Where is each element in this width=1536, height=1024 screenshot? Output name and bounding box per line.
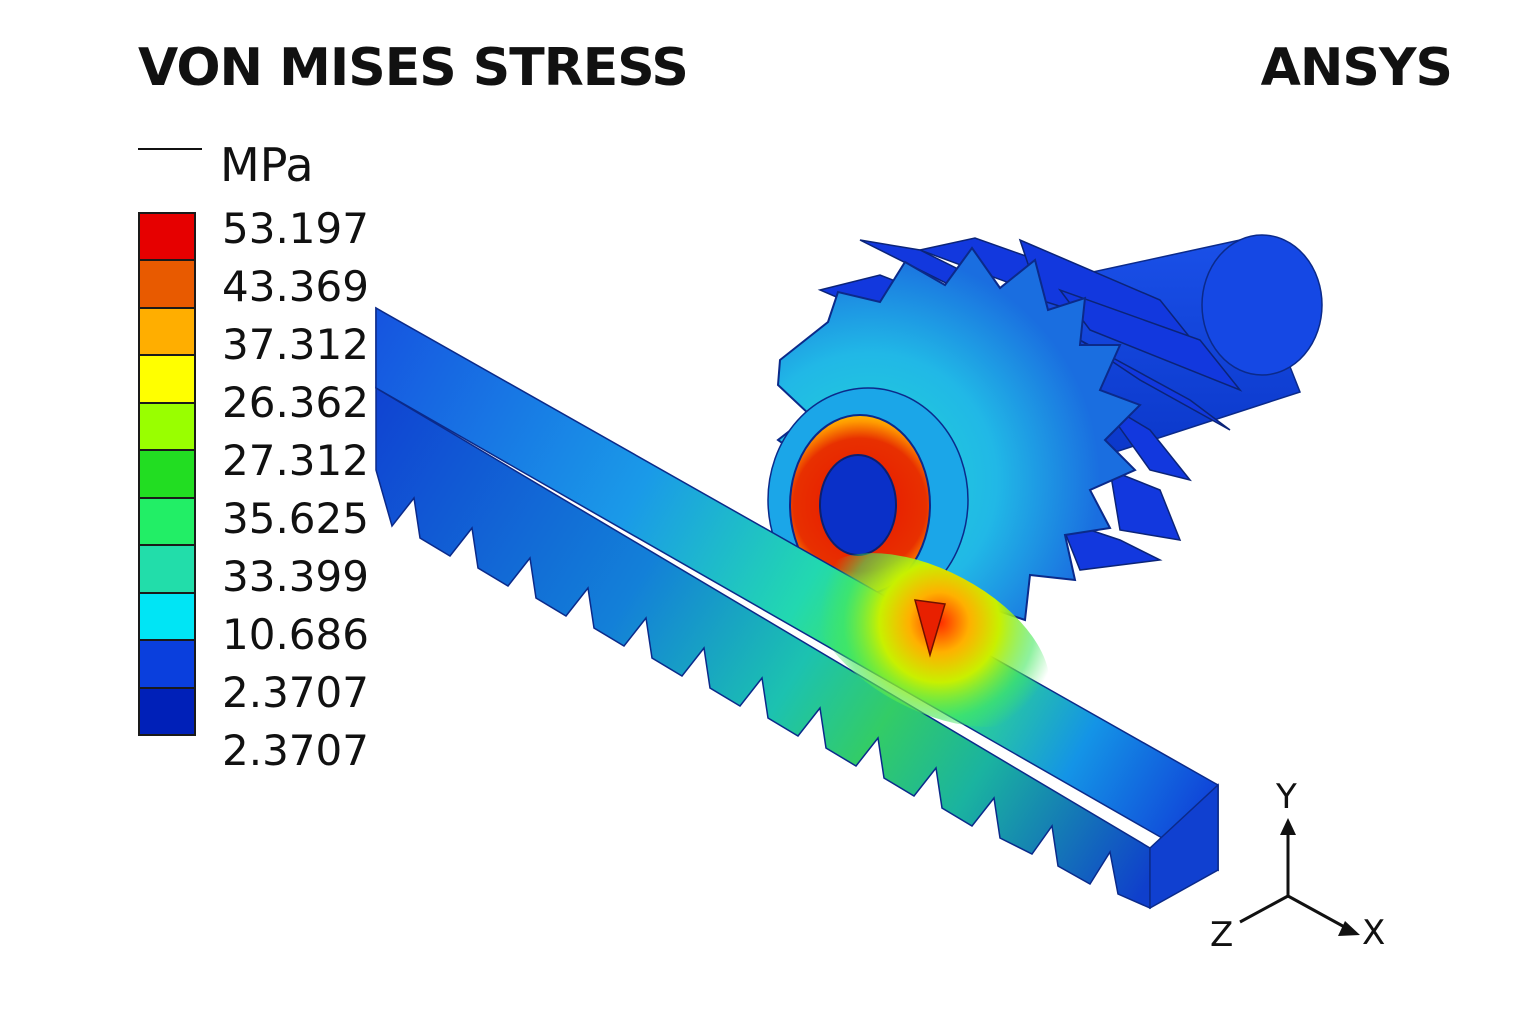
legend-value-label: 27.312 — [222, 436, 369, 485]
legend-swatch — [140, 308, 194, 357]
legend-swatch — [140, 451, 194, 499]
legend-swatch — [140, 214, 194, 262]
legend-swatch — [140, 356, 194, 404]
legend-swatch — [140, 403, 194, 452]
legend-value-label: 33.399 — [222, 552, 369, 601]
legend-value-label: 43.369 — [222, 262, 369, 311]
legend-value-label: 53.197 — [222, 204, 369, 253]
coordinate-triad: Y X Z — [1210, 777, 1385, 955]
legend-value-label: 35.625 — [222, 494, 369, 543]
legend-value-label: 10.686 — [222, 610, 369, 659]
triad-y-label: Y — [1275, 777, 1297, 817]
legend-value-labels: 53.197 43.369 37.312 26.362 27.312 35.625 33.3… — [222, 204, 422, 775]
result-title: VON MISES STRESS — [138, 38, 689, 98]
pinion-gear[interactable] — [767, 246, 1142, 652]
legend-value-label: 26.362 — [222, 378, 369, 427]
legend-swatch — [140, 261, 194, 309]
color-legend-bar — [138, 212, 196, 736]
legend-value-label: 37.312 — [222, 320, 369, 369]
ansys-logo-text: ANSYS — [1260, 38, 1453, 98]
legend-value-label: 2.3707 — [222, 668, 369, 717]
legend-swatch — [140, 498, 194, 547]
rack[interactable] — [375, 306, 1219, 910]
triad-x-label: X — [1362, 913, 1385, 953]
legend-swatch — [140, 688, 194, 734]
triad-z-label: Z — [1210, 915, 1233, 955]
legend-unit: MPa — [220, 138, 314, 192]
legend-swatch — [140, 546, 194, 594]
legend-rule — [138, 148, 202, 150]
legend-swatch — [140, 641, 194, 689]
legend-value-label: 2.3707 — [222, 726, 369, 775]
legend-swatch — [140, 593, 194, 642]
